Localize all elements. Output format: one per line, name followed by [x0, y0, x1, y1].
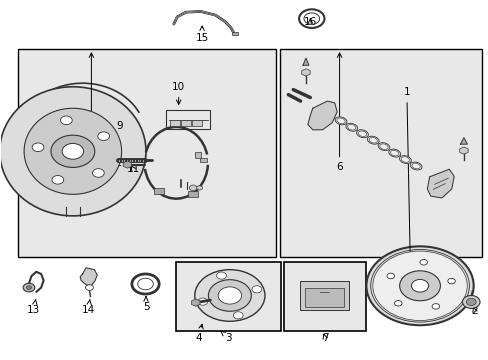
Circle shape — [26, 286, 31, 289]
Circle shape — [394, 301, 401, 306]
Circle shape — [32, 143, 44, 152]
Circle shape — [208, 280, 251, 311]
Bar — [170, 121, 180, 126]
Text: 14: 14 — [81, 299, 95, 315]
Ellipse shape — [409, 162, 421, 170]
Polygon shape — [303, 58, 308, 65]
Text: 15: 15 — [195, 26, 208, 43]
Text: 3: 3 — [220, 331, 232, 343]
Ellipse shape — [368, 138, 377, 143]
Text: 4: 4 — [195, 324, 203, 343]
Bar — [154, 188, 163, 194]
Bar — [181, 121, 190, 126]
Circle shape — [198, 298, 207, 305]
Ellipse shape — [390, 150, 398, 156]
Ellipse shape — [401, 157, 408, 162]
Circle shape — [447, 278, 454, 284]
Ellipse shape — [336, 118, 345, 123]
Bar — [279, 49, 481, 257]
Circle shape — [251, 286, 261, 293]
Ellipse shape — [377, 143, 389, 150]
Bar — [199, 158, 207, 162]
Circle shape — [399, 271, 440, 301]
Circle shape — [194, 270, 264, 321]
Text: 13: 13 — [27, 299, 41, 315]
Bar — [166, 111, 210, 129]
Bar — [176, 262, 281, 330]
Circle shape — [51, 135, 95, 167]
Bar — [188, 192, 198, 197]
Text: 6: 6 — [336, 53, 342, 172]
Polygon shape — [460, 138, 467, 144]
Circle shape — [61, 116, 72, 125]
Bar — [18, 49, 276, 257]
Text: 1: 1 — [403, 87, 411, 258]
Ellipse shape — [334, 117, 346, 125]
Circle shape — [410, 279, 428, 292]
Bar — [305, 288, 343, 307]
Text: 16: 16 — [303, 17, 316, 27]
Circle shape — [462, 296, 479, 309]
Text: 12: 12 — [109, 158, 122, 168]
Ellipse shape — [356, 130, 367, 138]
Text: 9: 9 — [95, 121, 123, 134]
Bar — [300, 281, 348, 310]
Text: 7: 7 — [321, 333, 327, 343]
Circle shape — [216, 272, 226, 279]
Bar — [194, 152, 200, 158]
Bar — [231, 32, 237, 35]
Ellipse shape — [379, 144, 387, 149]
Ellipse shape — [347, 125, 355, 130]
Text: 8: 8 — [88, 53, 95, 171]
Circle shape — [386, 273, 394, 279]
Circle shape — [419, 260, 427, 265]
Circle shape — [233, 312, 243, 319]
Circle shape — [431, 303, 439, 309]
Polygon shape — [307, 101, 336, 130]
Polygon shape — [427, 169, 453, 198]
Bar — [283, 262, 366, 330]
Circle shape — [98, 132, 109, 140]
Circle shape — [196, 186, 202, 190]
Text: 5: 5 — [142, 297, 149, 312]
Circle shape — [52, 176, 63, 184]
Ellipse shape — [24, 108, 122, 194]
Ellipse shape — [411, 163, 419, 169]
Text: 11: 11 — [126, 164, 140, 174]
Circle shape — [366, 246, 473, 325]
Circle shape — [466, 298, 475, 306]
Circle shape — [85, 285, 93, 291]
Bar — [191, 121, 201, 126]
Circle shape — [92, 169, 104, 177]
Circle shape — [62, 143, 83, 159]
Ellipse shape — [388, 149, 400, 157]
Ellipse shape — [345, 123, 357, 131]
Ellipse shape — [399, 156, 410, 163]
Polygon shape — [80, 268, 97, 286]
Text: 2: 2 — [470, 306, 477, 316]
Circle shape — [23, 283, 35, 292]
Ellipse shape — [358, 131, 366, 136]
Text: 10: 10 — [172, 82, 185, 104]
Circle shape — [372, 251, 467, 320]
Circle shape — [218, 287, 241, 304]
Ellipse shape — [366, 136, 378, 144]
Ellipse shape — [0, 87, 146, 216]
Circle shape — [189, 185, 197, 191]
